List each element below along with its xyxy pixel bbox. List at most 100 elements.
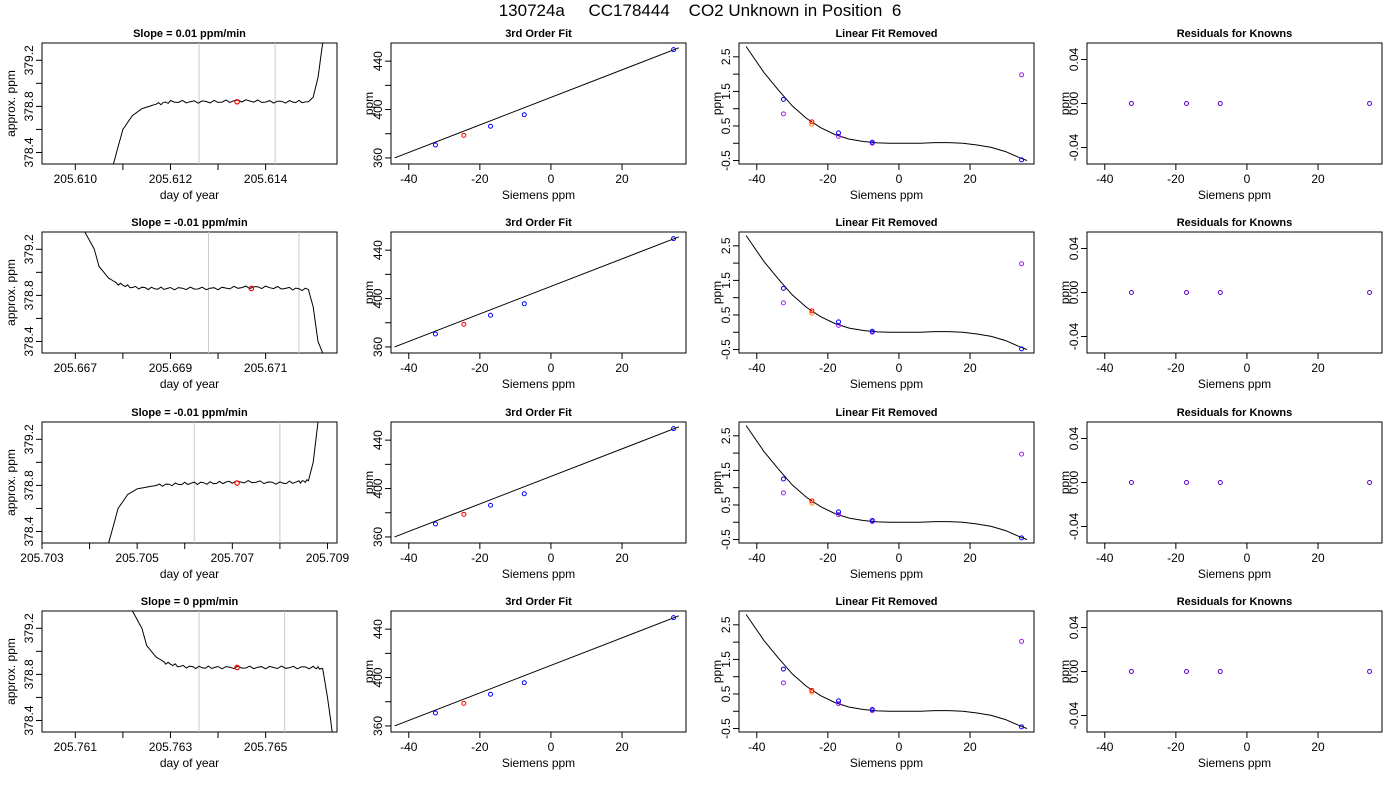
point-known: [1019, 724, 1025, 730]
y-tick-label: 378.8: [22, 280, 36, 310]
plot-frame: [1086, 421, 1383, 544]
point-purple: [1019, 451, 1025, 457]
x-tick-label: 20: [963, 740, 977, 754]
point-residual: [1184, 290, 1190, 295]
plot-area: [112, 43, 324, 164]
point-known: [671, 236, 677, 242]
plot-area: [745, 46, 1028, 163]
y-axis-label: ppm: [362, 660, 376, 683]
point-known: [521, 112, 527, 118]
plot-frame: [1086, 231, 1383, 354]
x-tick-label: 0: [896, 361, 903, 375]
y-axis-label: ppm: [710, 471, 724, 494]
x-tick-label: 0: [548, 551, 555, 565]
x-axis-label: day of year: [160, 567, 219, 581]
y-tick-label: -0.5: [719, 150, 733, 171]
panel-title: Linear Fit Removed: [835, 28, 937, 40]
y-tick-label: 0.00: [1067, 470, 1081, 494]
panel-3-2: Linear Fit Removed Siemens ppm ppm -40 -20 0 2…: [710, 596, 1035, 770]
panel-2-0: Slope = -0.01 ppm/min day of year approx. …: [4, 407, 349, 581]
x-tick-label: 0: [896, 740, 903, 754]
x-tick-label: 205.667: [54, 361, 98, 375]
y-tick-label: -0.5: [719, 339, 733, 360]
x-tick-label: -20: [471, 740, 489, 754]
y-tick-label: 0.5: [719, 685, 733, 702]
point-unknown: [809, 688, 815, 694]
y-tick-label: 400: [371, 288, 385, 308]
x-tick-label: -20: [1167, 172, 1185, 186]
point-known: [671, 47, 677, 53]
x-tick-label: 0: [896, 551, 903, 565]
x-axis-label: Siemens ppm: [1198, 756, 1271, 770]
x-tick-label: 20: [615, 361, 629, 375]
fit-curve: [745, 235, 1028, 350]
y-tick-label: -0.04: [1067, 702, 1081, 730]
point-unknown: [461, 321, 467, 327]
point-purple: [1019, 638, 1025, 644]
panel-title: Slope = -0.01 ppm/min: [131, 217, 248, 229]
x-tick-label: 0: [548, 361, 555, 375]
fit-curve: [745, 425, 1028, 540]
mean-marker: [234, 480, 240, 486]
point-known: [869, 518, 875, 524]
panel-title: Residuals for Knowns: [1177, 217, 1293, 229]
panel-title: Slope = 0 ppm/min: [141, 596, 239, 608]
point-residual: [1367, 669, 1373, 674]
x-tick-label: 0: [548, 172, 555, 186]
point-residual: [1367, 101, 1373, 106]
point-residual: [1367, 290, 1373, 295]
x-tick-label: -40: [748, 740, 766, 754]
point-known: [869, 139, 875, 145]
x-tick-label: -20: [1167, 740, 1185, 754]
x-tick-label: 205.703: [20, 551, 64, 565]
y-tick-label: -0.04: [1067, 323, 1081, 351]
series-line: [112, 43, 324, 164]
panel-title: 3rd Order Fit: [505, 217, 572, 229]
panel-title: 3rd Order Fit: [505, 28, 572, 40]
point-residual: [1217, 290, 1223, 295]
fit-curve: [745, 46, 1028, 161]
y-axis-label: approx. ppm: [4, 449, 18, 516]
point-known: [836, 130, 842, 136]
x-axis-label: day of year: [160, 756, 219, 770]
point-known: [671, 615, 677, 621]
y-tick-label: -0.04: [1067, 513, 1081, 541]
plot-frame: [738, 42, 1035, 165]
point-purple: [836, 512, 842, 518]
point-known: [836, 509, 842, 515]
y-tick-label: -0.5: [719, 529, 733, 550]
y-tick-label: 0.00: [1067, 91, 1081, 115]
point-known: [521, 491, 527, 497]
x-tick-label: 205.669: [149, 361, 193, 375]
y-tick-label: 400: [371, 667, 385, 687]
point-known: [488, 312, 494, 318]
x-tick-label: -20: [819, 361, 837, 375]
mean-marker: [248, 285, 255, 292]
y-tick-label: 0.04: [1067, 236, 1081, 260]
plot-area: [108, 422, 319, 543]
y-tick-label: 360: [371, 716, 385, 736]
point-unknown: [809, 119, 815, 125]
x-tick-label: 0: [1244, 172, 1251, 186]
x-tick-label: -20: [819, 740, 837, 754]
panel-2-2: Linear Fit Removed Siemens ppm ppm -40 -20 0 2…: [710, 407, 1035, 581]
panel-title: Slope = 0.01 ppm/min: [133, 28, 246, 40]
point-known: [432, 331, 438, 337]
plot-frame: [1086, 610, 1383, 733]
plot-frame: [41, 610, 338, 733]
y-axis-label: ppm: [710, 92, 724, 115]
plot-frame: [738, 610, 1035, 733]
point-purple: [836, 133, 842, 139]
point-unknown: [809, 498, 815, 504]
x-tick-label: 20: [963, 172, 977, 186]
y-tick-label: 400: [371, 99, 385, 119]
y-tick-label: 440: [371, 51, 385, 71]
point-residual: [1128, 101, 1134, 106]
point-orange: [809, 310, 815, 316]
x-tick-label: 20: [963, 361, 977, 375]
point-known: [1019, 157, 1025, 163]
y-tick-label: 2.5: [719, 427, 733, 444]
x-tick-label: -20: [1167, 551, 1185, 565]
y-tick-label: 0.04: [1067, 615, 1081, 639]
